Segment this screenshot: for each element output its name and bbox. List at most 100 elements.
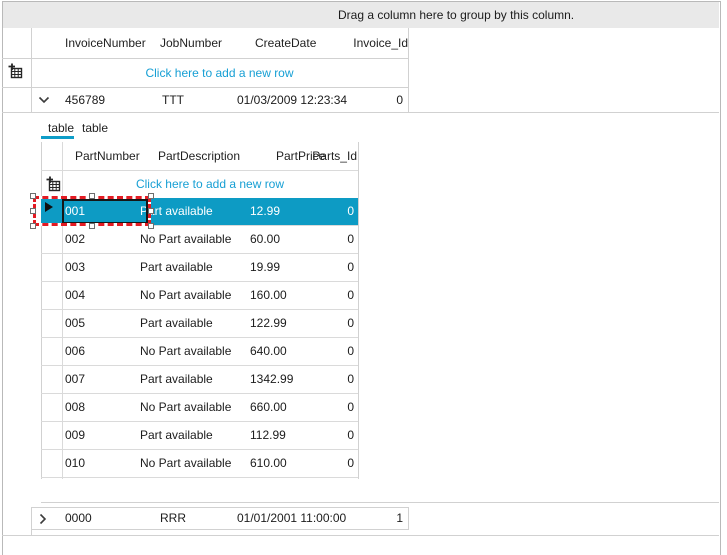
cell-part-price[interactable]: 610.00 (250, 456, 287, 470)
cell-part-price[interactable]: 112.99 (250, 428, 286, 442)
cell-part-number[interactable]: 005 (65, 316, 86, 330)
cell-part-description[interactable]: Part available (140, 372, 213, 386)
cell-part-price[interactable]: 122.99 (250, 316, 287, 330)
cell-part-description[interactable]: Part available (140, 428, 213, 442)
cell-job-number[interactable]: TTT (162, 93, 184, 107)
cell-part-price[interactable]: 19.99 (250, 260, 281, 274)
cell-part-number[interactable]: 004 (65, 288, 86, 302)
master-add-new-row-link[interactable]: Click here to add a new row (145, 66, 294, 80)
cell-part-description[interactable]: No Part available (140, 456, 232, 470)
cell-part-description[interactable]: No Part available (140, 344, 232, 358)
bottom-row-right-border (408, 507, 409, 529)
play-triangle-icon (45, 202, 53, 212)
cell-parts-id[interactable]: 0 (347, 288, 354, 302)
cell-invoice-number[interactable]: 456789 (65, 93, 106, 107)
cell-parts-id[interactable]: 0 (347, 204, 354, 218)
cell-part-description[interactable]: Part available (140, 260, 213, 274)
selection-handle-top-right (148, 193, 154, 199)
master-header-divider (2, 58, 408, 59)
chevron-right-icon[interactable] (39, 513, 47, 525)
column-header-invoicenumber[interactable]: InvoiceNumber (65, 36, 146, 50)
cell-part-price[interactable]: 640.00 (250, 344, 287, 358)
cell-part-price[interactable]: 160.00 (250, 288, 287, 302)
detail-grid-right-border (358, 142, 359, 479)
column-header-partnumber[interactable]: PartNumber (75, 149, 140, 163)
cell-parts-id[interactable]: 0 (347, 316, 354, 330)
column-header-partprice[interactable]: PartPrice (276, 149, 326, 163)
part-row-005[interactable]: 005 Part available 122.99 0 (41, 310, 358, 338)
part-row-008[interactable]: 008 No Part available 660.00 0 (41, 394, 358, 422)
part-row-006[interactable]: 006 No Part available 640.00 0 (41, 338, 358, 366)
cell-part-price[interactable]: 60.00 (250, 232, 281, 246)
cell-parts-id[interactable]: 0 (347, 428, 354, 442)
cell-parts-id[interactable]: 0 (347, 344, 354, 358)
detail-grid-left-border (41, 142, 42, 479)
cell-part-price[interactable]: 12.99 (250, 204, 281, 218)
cell-part-number[interactable]: 001 (65, 204, 86, 218)
cell-part-number[interactable]: 007 (65, 372, 86, 386)
group-by-panel-text: Drag a column here to group by this colu… (338, 8, 575, 22)
cell-part-number[interactable]: 002 (65, 232, 86, 246)
cell-parts-id[interactable]: 0 (347, 372, 354, 386)
cell-part-description[interactable]: Part available (140, 204, 213, 218)
part-row-010[interactable]: 010 No Part available 610.00 0 (41, 450, 358, 478)
column-header-jobnumber[interactable]: JobNumber (160, 36, 223, 50)
cell-part-price[interactable]: 1342.99 (250, 372, 294, 386)
group-by-panel[interactable] (3, 2, 719, 28)
cell-create-date[interactable]: 01/03/2009 12:23:34 (237, 93, 348, 107)
part-row-004[interactable]: 004 No Part available 160.00 0 (41, 282, 358, 310)
bottom-row-top-border (31, 507, 409, 508)
cell-part-number[interactable]: 003 (65, 260, 86, 274)
master-gutter-divider (31, 28, 32, 112)
selection-handle-right-mid (148, 208, 154, 214)
cell-parts-id[interactable]: 0 (347, 456, 354, 470)
cell-create-date[interactable]: 01/01/2001 11:00:00 (237, 511, 347, 525)
bottom-row-left-border (31, 507, 32, 535)
selection-handle-top-mid (89, 193, 95, 199)
column-header-parts-id[interactable]: Parts_Id (312, 149, 357, 163)
detail-panel-bottom-border (41, 502, 719, 503)
cell-part-number[interactable]: 008 (65, 400, 86, 414)
cell-part-number[interactable]: 010 (65, 456, 86, 470)
column-header-partdescription[interactable]: PartDescription (158, 149, 241, 163)
part-row-009[interactable]: 009 Part available 112.99 0 (41, 422, 358, 450)
chevron-down-icon[interactable] (38, 96, 50, 104)
selection-marquee (33, 196, 151, 226)
part-row-002[interactable]: 002 No Part available 60.00 0 (41, 226, 358, 254)
cell-part-description[interactable]: No Part available (140, 400, 232, 414)
cell-invoice-id[interactable]: 1 (396, 511, 403, 525)
column-header-createdate[interactable]: CreateDate (255, 36, 317, 50)
cell-parts-id[interactable]: 0 (347, 232, 354, 246)
part-row-001-selected[interactable]: 001 Part available 12.99 0 (41, 198, 358, 226)
master-addrow-divider (2, 87, 408, 88)
selection-handle-bottom-mid (89, 223, 95, 229)
master-row-divider (2, 112, 719, 113)
grid-area-bottom-border (2, 535, 719, 536)
cell-parts-id[interactable]: 0 (347, 400, 354, 414)
new-row-indicator-icon (46, 176, 61, 192)
selection-handle-bottom-right (148, 223, 154, 229)
part-row-003[interactable]: 003 Part available 19.99 0 (41, 254, 358, 282)
cell-part-price[interactable]: 660.00 (250, 400, 287, 414)
selection-handle-bottom-left (30, 223, 36, 229)
cell-invoice-id[interactable]: 0 (396, 93, 403, 107)
cell-part-description[interactable]: No Part available (140, 288, 232, 302)
detail-tab-table-2[interactable]: table (82, 121, 109, 135)
cell-part-number[interactable]: 009 (65, 428, 86, 442)
cell-part-description[interactable]: Part available (140, 316, 213, 330)
detail-tab-table-1[interactable]: table (48, 121, 75, 135)
cell-parts-id[interactable]: 0 (347, 260, 354, 274)
detail-gutter-divider (62, 142, 63, 479)
detail-header-divider (41, 170, 358, 171)
cell-invoice-number[interactable]: 0000 (65, 511, 92, 525)
selection-handle-top-left (30, 193, 36, 199)
detail-add-new-row-link[interactable]: Click here to add a new row (135, 177, 285, 191)
cell-part-description[interactable]: No Part available (140, 232, 232, 246)
column-header-invoice-id[interactable]: Invoice_Id (353, 36, 408, 50)
cell-part-number[interactable]: 006 (65, 344, 86, 358)
bottom-row-bottom-border (31, 529, 409, 530)
selection-handle-left-mid (30, 208, 36, 214)
cell-job-number[interactable]: RRR (160, 511, 186, 525)
part-row-007[interactable]: 007 Part available 1342.99 0 (41, 366, 358, 394)
